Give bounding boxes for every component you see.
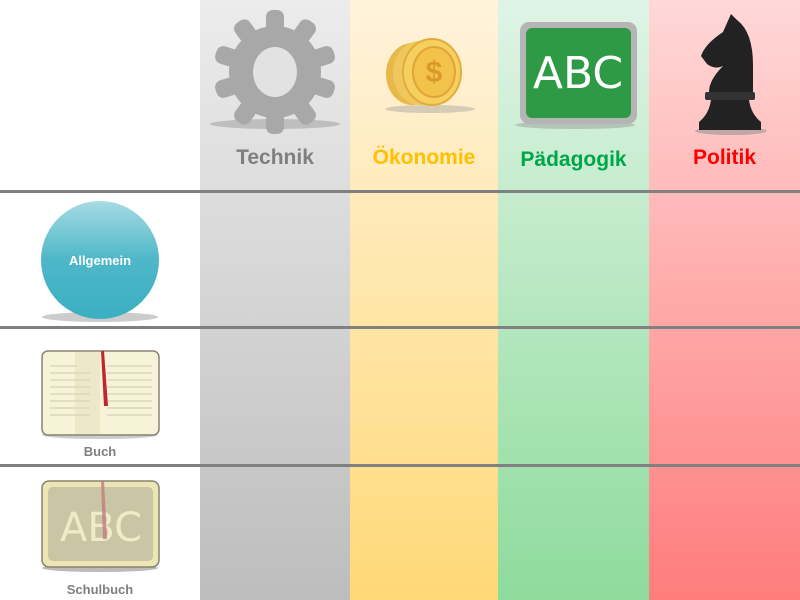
column-title: Pädagogik xyxy=(520,148,627,171)
row-label: Allgemein xyxy=(68,253,132,268)
schoolbook-icon: ABC xyxy=(41,480,160,572)
sphere-icon xyxy=(41,201,159,322)
row-divider xyxy=(0,326,800,329)
row-divider xyxy=(0,190,800,193)
column-title: Ökonomie xyxy=(372,146,476,169)
row-label: Buch xyxy=(83,444,117,459)
column-politik: Politik xyxy=(649,0,800,600)
chess-knight-icon xyxy=(695,14,767,135)
row-divider xyxy=(0,464,800,467)
schoolbook-text: ABC xyxy=(60,505,142,551)
chalkboard-icon: ABC xyxy=(515,22,637,129)
open-book-icon xyxy=(41,350,160,439)
gear-icon xyxy=(210,10,340,134)
row-allgemein: Allgemein xyxy=(0,200,200,325)
column-paedagogik: ABC Pädagogik xyxy=(498,0,649,600)
column-title: Technik xyxy=(236,146,314,169)
row-label: Schulbuch xyxy=(66,582,134,597)
row-schulbuch: ABC Schulbuch xyxy=(0,475,200,600)
coin-symbol: $ xyxy=(426,56,443,89)
chalkboard-text: ABC xyxy=(533,48,623,99)
row-buch: Buch xyxy=(0,340,200,465)
coins-icon: $ xyxy=(385,38,475,113)
column-technik: Technik xyxy=(200,0,350,600)
column-oekonomie: $ Ökonomie xyxy=(350,0,498,600)
column-title: Politik xyxy=(692,146,756,169)
